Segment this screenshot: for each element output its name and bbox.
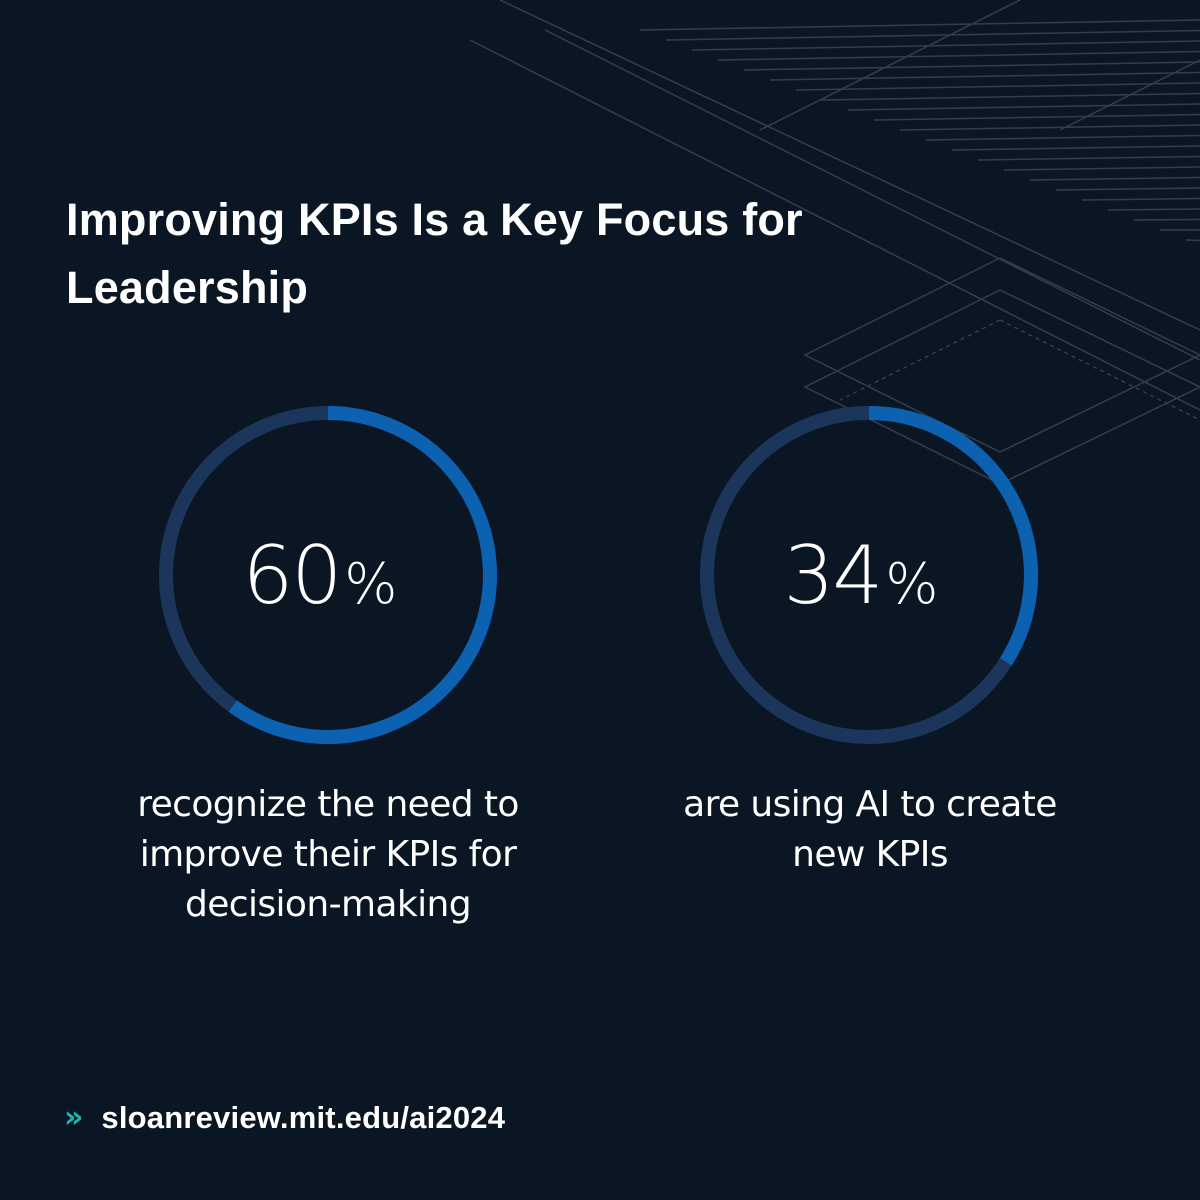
donut-2-percent-sign: % [885,552,938,617]
page-title: Improving KPIs Is a Key Focus for Leader… [66,194,803,313]
donut-1-percent-sign: % [344,552,397,617]
decor-hatch-line [925,134,1200,141]
decor-hatch-line [1133,218,1200,221]
decor-hatch-line [665,29,1200,41]
decor-hatch-line [1029,176,1200,181]
decor-diagonal-line [759,0,1021,131]
decor-dashed-line [999,319,1200,421]
donut-1-value-slice [228,406,497,744]
decor-diagonal-line [469,39,1200,411]
decor-hatch-line [873,113,1200,121]
decor-hatch-line [639,19,1200,31]
donut-chart-1: 60% [159,406,497,744]
decor-diagonal-line [1059,59,1200,131]
decor-hatch-line [821,92,1200,101]
decorative-line-pattern [469,0,1200,485]
donut-2-percent-number: 34 [783,529,881,622]
decor-hatch-line [1055,187,1200,191]
decor-hatch-line [977,155,1200,161]
decor-hatch-line [743,61,1200,71]
decor-hatch-line [1107,208,1200,211]
decor-diagonal-line [544,29,1200,361]
donut-1-percent-label: 60% [242,529,397,622]
decor-hatch-line [1003,166,1200,171]
footer-url-link[interactable]: sloanreview.mit.edu/ai2024 [101,1100,506,1135]
decor-diamond [803,257,1200,453]
double-chevron-icon: » [64,1100,84,1135]
donut-2-percent-label: 34% [783,529,938,622]
decor-hatch-line [1185,239,1200,242]
donut-1-caption: recognize the need to improve their KPIs… [137,784,519,925]
decor-hatch-line [1081,197,1200,201]
donut-1-percent-number: 60 [242,529,340,622]
decor-hatch-line [899,124,1200,131]
decor-hatch-line [951,145,1200,151]
decor-hatch-line [769,71,1200,81]
donut-2-caption: are using AI to create new KPIs [683,784,1057,875]
donut-2-value-slice [868,406,1038,666]
decor-dashed-line [839,319,1001,401]
donut-chart-2: 34% [700,406,1038,744]
decor-diagonal-line [499,0,1200,331]
decor-hatch-line [795,82,1200,91]
footer: » sloanreview.mit.edu/ai2024 [64,1098,505,1138]
decor-hatch-line [691,40,1200,51]
decor-hatch-line [847,103,1200,111]
decor-hatch-line [717,50,1200,61]
